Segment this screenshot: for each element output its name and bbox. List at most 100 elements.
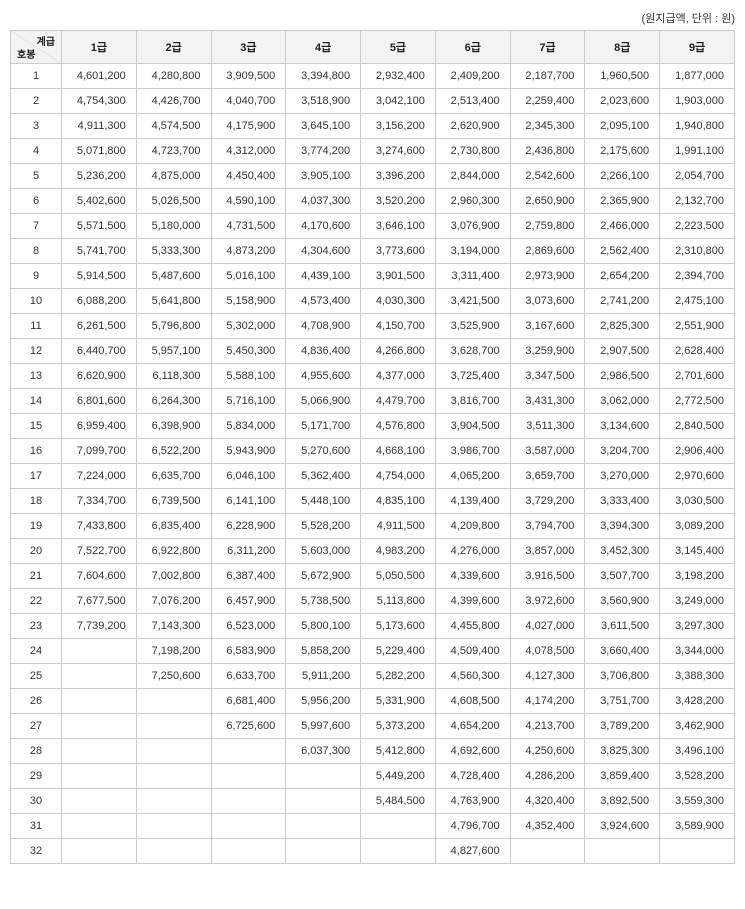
table-row: 207,522,7006,922,8006,311,2005,603,0004,… [11, 539, 735, 564]
value-cell: 5,173,600 [361, 614, 436, 639]
value-cell: 3,073,600 [510, 289, 585, 314]
value-cell: 6,398,900 [136, 414, 211, 439]
value-cell: 4,266,800 [361, 339, 436, 364]
value-cell: 3,089,200 [660, 514, 735, 539]
value-cell: 4,455,800 [435, 614, 510, 639]
value-cell: 5,641,800 [136, 289, 211, 314]
value-cell: 2,513,400 [435, 89, 510, 114]
value-cell: 3,909,500 [211, 64, 286, 89]
value-cell: 4,731,500 [211, 214, 286, 239]
value-cell: 4,873,200 [211, 239, 286, 264]
value-cell: 4,728,400 [435, 764, 510, 789]
value-cell: 4,560,300 [435, 664, 510, 689]
value-cell: 5,402,600 [62, 189, 137, 214]
value-cell: 4,139,400 [435, 489, 510, 514]
table-row: 167,099,7006,522,2005,943,9005,270,6004,… [11, 439, 735, 464]
value-cell: 3,347,500 [510, 364, 585, 389]
value-cell: 4,377,000 [361, 364, 436, 389]
value-cell [62, 714, 137, 739]
value-cell: 5,373,200 [361, 714, 436, 739]
value-cell [136, 764, 211, 789]
value-cell: 2,844,000 [435, 164, 510, 189]
value-cell: 4,030,300 [361, 289, 436, 314]
value-cell: 6,311,200 [211, 539, 286, 564]
value-cell: 5,487,600 [136, 264, 211, 289]
value-cell: 2,310,800 [660, 239, 735, 264]
value-cell: 4,763,900 [435, 789, 510, 814]
value-cell: 6,228,900 [211, 514, 286, 539]
value-cell: 2,869,600 [510, 239, 585, 264]
step-cell: 7 [11, 214, 62, 239]
value-cell: 5,914,500 [62, 264, 137, 289]
value-cell: 3,167,600 [510, 314, 585, 339]
value-cell: 2,023,600 [585, 89, 660, 114]
step-cell: 27 [11, 714, 62, 739]
step-cell: 25 [11, 664, 62, 689]
value-cell: 5,834,000 [211, 414, 286, 439]
value-cell: 3,789,200 [585, 714, 660, 739]
step-cell: 30 [11, 789, 62, 814]
value-cell: 3,773,600 [361, 239, 436, 264]
value-cell: 6,725,600 [211, 714, 286, 739]
value-cell: 5,484,500 [361, 789, 436, 814]
value-cell: 6,633,700 [211, 664, 286, 689]
value-cell: 1,903,000 [660, 89, 735, 114]
value-cell: 3,042,100 [361, 89, 436, 114]
value-cell: 2,409,200 [435, 64, 510, 89]
table-row: 324,827,600 [11, 839, 735, 864]
value-cell: 4,875,000 [136, 164, 211, 189]
step-cell: 20 [11, 539, 62, 564]
value-cell [510, 839, 585, 864]
value-cell: 4,320,400 [510, 789, 585, 814]
value-cell [211, 839, 286, 864]
value-cell [211, 739, 286, 764]
step-cell: 11 [11, 314, 62, 339]
value-cell: 4,708,900 [286, 314, 361, 339]
value-cell: 3,145,400 [660, 539, 735, 564]
value-cell: 3,646,100 [361, 214, 436, 239]
value-cell: 3,659,700 [510, 464, 585, 489]
value-cell [286, 814, 361, 839]
value-cell: 5,071,800 [62, 139, 137, 164]
value-cell: 4,150,700 [361, 314, 436, 339]
value-cell: 4,911,500 [361, 514, 436, 539]
value-cell: 3,774,200 [286, 139, 361, 164]
value-cell: 6,118,300 [136, 364, 211, 389]
value-cell: 3,587,000 [510, 439, 585, 464]
col-header: 9급 [660, 31, 735, 64]
step-cell: 8 [11, 239, 62, 264]
value-cell [136, 714, 211, 739]
value-cell: 3,528,200 [660, 764, 735, 789]
value-cell: 5,236,200 [62, 164, 137, 189]
table-row: 106,088,2005,641,8005,158,9004,573,4004,… [11, 289, 735, 314]
value-cell: 5,956,200 [286, 689, 361, 714]
value-cell: 4,399,600 [435, 589, 510, 614]
value-cell: 5,270,600 [286, 439, 361, 464]
value-cell: 6,037,300 [286, 739, 361, 764]
value-cell: 4,723,700 [136, 139, 211, 164]
table-row: 227,677,5007,076,2006,457,9005,738,5005,… [11, 589, 735, 614]
value-cell: 3,559,300 [660, 789, 735, 814]
value-cell [62, 839, 137, 864]
value-cell [62, 689, 137, 714]
value-cell: 4,754,300 [62, 89, 137, 114]
value-cell: 4,250,600 [510, 739, 585, 764]
value-cell: 3,156,200 [361, 114, 436, 139]
value-cell: 3,428,200 [660, 689, 735, 714]
diag-header: 계급 호봉 [11, 31, 62, 64]
value-cell: 4,276,000 [435, 539, 510, 564]
value-cell: 4,479,700 [361, 389, 436, 414]
value-cell: 1,991,100 [660, 139, 735, 164]
value-cell: 6,801,600 [62, 389, 137, 414]
value-cell: 5,050,500 [361, 564, 436, 589]
value-cell: 2,730,800 [435, 139, 510, 164]
value-cell: 4,209,800 [435, 514, 510, 539]
value-cell: 4,836,400 [286, 339, 361, 364]
value-cell: 3,134,600 [585, 414, 660, 439]
table-row: 156,959,4006,398,9005,834,0005,171,7004,… [11, 414, 735, 439]
value-cell: 4,037,300 [286, 189, 361, 214]
value-cell: 4,654,200 [435, 714, 510, 739]
value-cell: 7,739,200 [62, 614, 137, 639]
value-cell: 2,345,300 [510, 114, 585, 139]
value-cell: 2,970,600 [660, 464, 735, 489]
